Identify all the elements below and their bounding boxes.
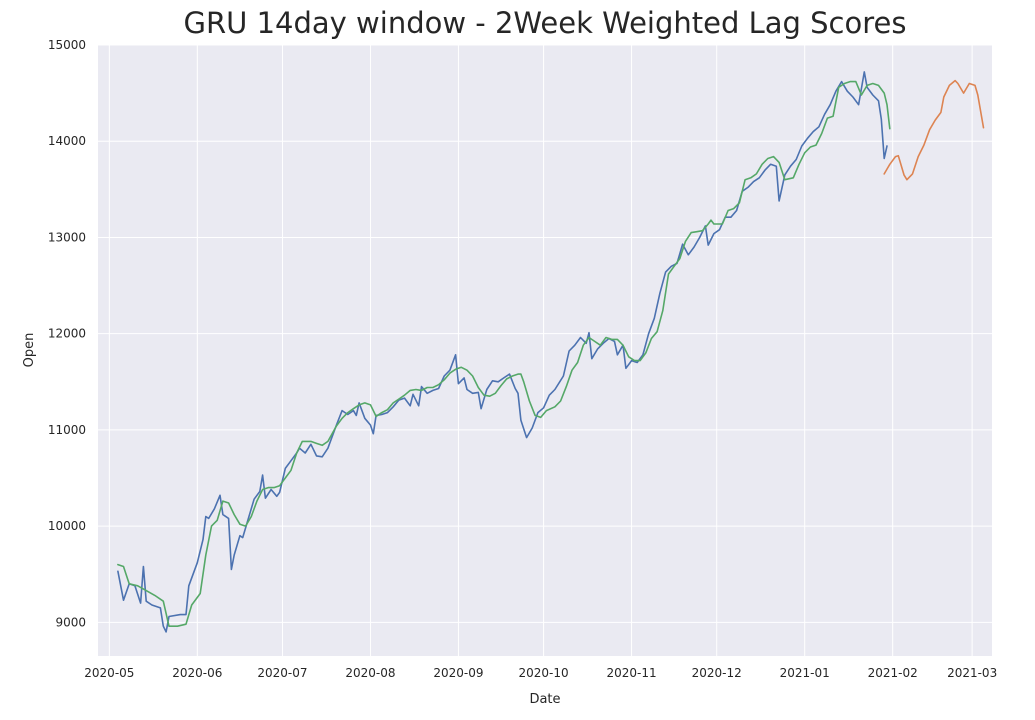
x-tick-labels: 2020-05 2020-06 2020-07 2020-08 2020-09 2020-…	[84, 666, 997, 680]
series-line-1	[117, 71, 888, 633]
x-tick-label: 2020-06	[172, 666, 222, 680]
chart-title: GRU 14day window - 2Week Weighted Lag Sc…	[184, 6, 907, 40]
x-tick-label: 2021-02	[868, 666, 918, 680]
x-tick-label: 2020-11	[606, 666, 656, 680]
y-tick-label: 11000	[48, 423, 86, 437]
y-axis-label: Open	[22, 333, 37, 368]
x-tick-label: 2020-08	[345, 666, 395, 680]
x-tick-label: 2021-03	[947, 666, 997, 680]
y-tick-label: 14000	[48, 134, 86, 148]
y-tick-label: 10000	[48, 519, 86, 533]
y-tick-label: 12000	[48, 327, 86, 341]
series-line-2	[117, 80, 891, 627]
x-tick-label: 2020-05	[84, 666, 134, 680]
x-tick-label: 2020-10	[519, 666, 569, 680]
x-axis-label: Date	[529, 692, 560, 707]
y-tick-label: 15000	[48, 38, 86, 52]
y-tick-label: 9000	[55, 615, 86, 629]
y-tick-label: 13000	[48, 230, 86, 244]
plot-area	[98, 45, 992, 656]
x-tick-label: 2020-07	[257, 666, 307, 680]
gridlines	[98, 44, 992, 656]
x-tick-label: 2021-01	[780, 666, 830, 680]
series-group	[117, 71, 985, 633]
x-tick-label: 2020-12	[692, 666, 742, 680]
x-tick-label: 2020-09	[433, 666, 483, 680]
series-line-3	[883, 79, 985, 181]
y-tick-labels: 9000 10000 11000 12000 13000 14000 15000	[48, 38, 86, 629]
